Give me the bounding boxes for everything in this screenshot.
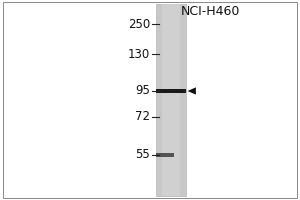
Text: 72: 72 [135, 110, 150, 123]
FancyBboxPatch shape [156, 4, 186, 196]
FancyBboxPatch shape [156, 89, 186, 93]
Text: 130: 130 [128, 47, 150, 60]
Text: 55: 55 [135, 148, 150, 162]
FancyBboxPatch shape [162, 4, 180, 196]
Text: 250: 250 [128, 18, 150, 30]
Text: NCI-H460: NCI-H460 [180, 5, 240, 18]
FancyBboxPatch shape [156, 153, 174, 157]
Polygon shape [188, 87, 196, 95]
Text: 95: 95 [135, 84, 150, 98]
